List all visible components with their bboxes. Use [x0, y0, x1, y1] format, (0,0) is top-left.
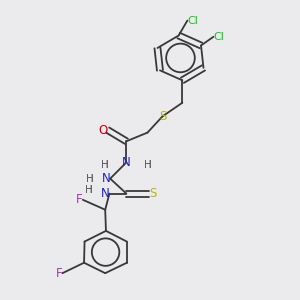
Text: H: H — [144, 160, 152, 170]
Text: Cl: Cl — [187, 16, 198, 26]
Text: H: H — [86, 174, 94, 184]
Text: N: N — [101, 187, 110, 200]
Text: H: H — [101, 160, 108, 170]
Text: H: H — [86, 174, 94, 184]
Text: N: N — [101, 172, 110, 185]
Text: Cl: Cl — [214, 32, 224, 42]
Text: O: O — [98, 124, 108, 136]
Text: H: H — [144, 160, 152, 170]
Text: H: H — [101, 160, 108, 170]
Text: F: F — [56, 267, 62, 280]
Text: F: F — [76, 193, 83, 206]
Text: S: S — [159, 110, 166, 123]
Text: N: N — [122, 156, 131, 169]
Text: H: H — [85, 185, 93, 195]
Text: H: H — [85, 185, 93, 195]
Text: S: S — [149, 187, 156, 200]
